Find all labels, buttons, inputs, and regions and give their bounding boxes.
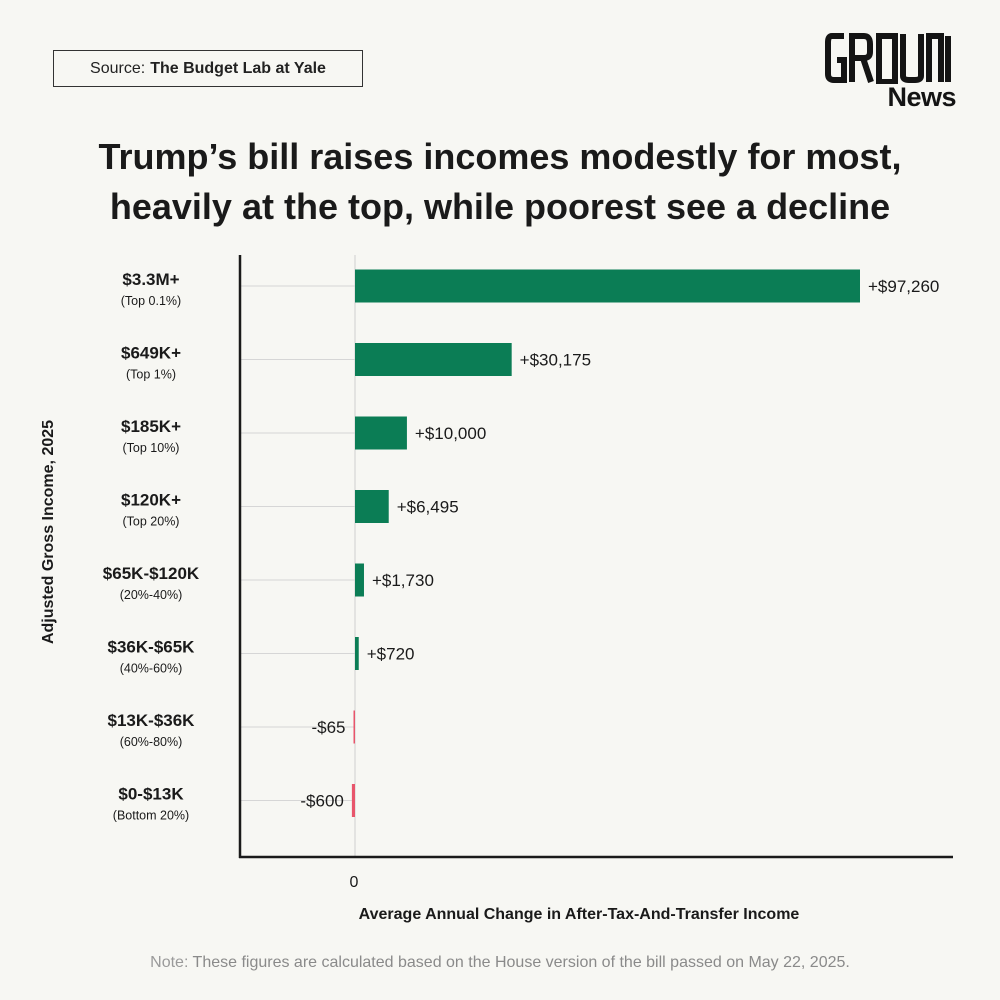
- bar: [355, 269, 860, 303]
- category-sublabel: (Top 1%): [126, 368, 176, 382]
- category-label: $120K+: [121, 491, 181, 510]
- title-line-2: heavily at the top, while poorest see a …: [109, 186, 891, 227]
- value-label: +$6,495: [397, 498, 459, 517]
- category-label: $36K-$65K: [108, 638, 196, 657]
- ground-news-logo: News: [824, 30, 956, 112]
- value-label: +$1,730: [372, 571, 434, 590]
- category-sublabel: (Bottom 20%): [113, 809, 189, 823]
- value-label: -$65: [311, 718, 345, 737]
- category-gridlines: [240, 285, 355, 801]
- note-text: These figures are calculated based on th…: [192, 954, 850, 971]
- category-label: $185K+: [121, 417, 181, 436]
- bars-group: [351, 269, 860, 817]
- bar: [351, 784, 355, 817]
- value-label: +$97,260: [868, 277, 939, 296]
- category-label: $649K+: [121, 344, 181, 363]
- category-label: $13K-$36K: [108, 711, 196, 730]
- source-box: Source: The Budget Lab at Yale: [53, 50, 363, 87]
- title-line-1: Trump’s bill raises incomes modestly for…: [98, 136, 902, 177]
- x-axis-label: Average Annual Change in After-Tax-And-T…: [358, 906, 800, 923]
- chart-title: Trump’s bill raises incomes modestly for…: [0, 132, 1000, 232]
- category-label: $3.3M+: [122, 270, 179, 289]
- bar: [355, 490, 389, 523]
- logo-wordmark-news: News: [887, 82, 956, 112]
- category-sublabel: (40%-60%): [120, 662, 183, 676]
- category-label: $0-$13K: [118, 785, 184, 804]
- logo-wordmark-ground: [825, 33, 951, 84]
- bar: [355, 343, 512, 376]
- category-sublabel: (Top 0.1%): [121, 294, 181, 308]
- value-label: +$30,175: [520, 351, 591, 370]
- category-label: $65K-$120K: [103, 564, 200, 583]
- source-name: The Budget Lab at Yale: [150, 59, 326, 77]
- source-prefix: Source:: [90, 59, 146, 77]
- x-tick-zero: 0: [350, 874, 359, 891]
- bar: [355, 563, 364, 597]
- category-sublabel: (60%-80%): [120, 735, 183, 749]
- value-label: +$720: [367, 645, 415, 664]
- value-label: -$600: [300, 792, 343, 811]
- value-label: +$10,000: [415, 424, 486, 443]
- note-prefix: Note:: [150, 954, 189, 971]
- category-sublabel: (20%-40%): [120, 588, 183, 602]
- category-sublabel: (Top 20%): [123, 515, 180, 529]
- category-sublabel: (Top 10%): [123, 441, 180, 455]
- value-labels: +$97,260 +$30,175 +$10,000 +$6,495 +$1,730 +$…: [300, 277, 939, 811]
- footnote: Note: These figures are calculated based…: [0, 954, 1000, 972]
- category-labels: $3.3M+ (Top 0.1%) $649K+ (Top 1%) $185K+ (Top…: [103, 270, 200, 823]
- bar: [353, 710, 355, 744]
- bar: [355, 416, 407, 450]
- bar: [355, 637, 359, 670]
